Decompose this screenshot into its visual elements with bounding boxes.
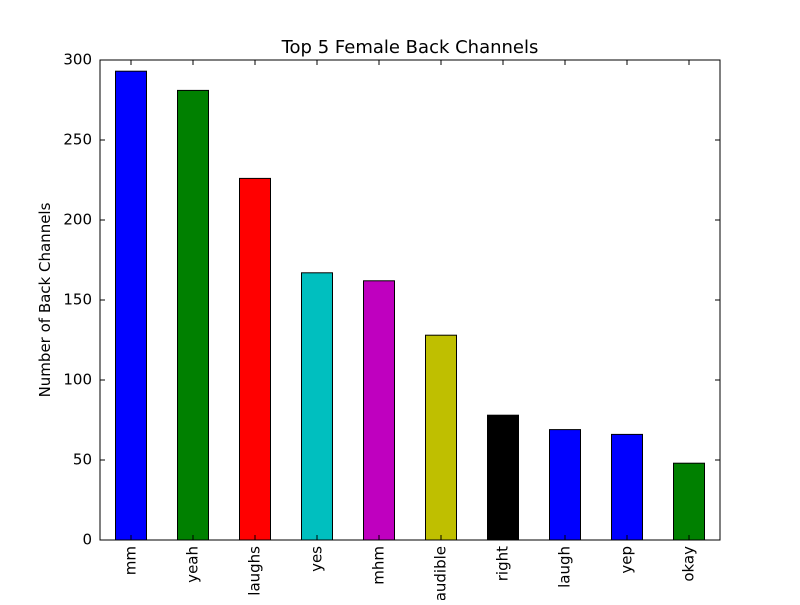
y-tick-group: 0 50 100 150 200 250 300 — [63, 51, 720, 549]
x-tick-group — [130, 60, 690, 540]
x-tick-label-right: right — [494, 546, 512, 581]
bar-laugh — [549, 429, 581, 540]
bar-group — [115, 70, 705, 540]
bar-okay — [673, 462, 705, 540]
x-tick-label-group: mm yeah laughs yes mhm inaudible right laugh yep… — [122, 546, 698, 600]
x-tick-label-yes: yes — [308, 546, 326, 572]
x-tick-label-yeah: yeah — [184, 546, 202, 583]
x-tick-label-yep: yep — [618, 546, 636, 574]
x-tick-label-laugh: laugh — [556, 546, 574, 588]
x-tick-label-mhm: mhm — [370, 546, 388, 585]
y-tick-label-200: 200 — [63, 211, 92, 229]
bar-yep — [611, 433, 643, 540]
bar-right — [487, 414, 519, 540]
bar-laughs — [239, 177, 271, 540]
y-tick-label-250: 250 — [63, 131, 92, 149]
bar-mm — [115, 70, 147, 540]
x-tick-label-okay: okay — [680, 546, 698, 582]
x-tick-label-mm: mm — [122, 546, 140, 575]
bar-inaudible — [425, 334, 457, 540]
y-tick-label-0: 0 — [82, 531, 92, 549]
x-tick-label-inaudible: inaudible — [432, 546, 450, 600]
y-axis-label: Number of Back Channels — [36, 202, 54, 397]
y-tick-label-100: 100 — [63, 371, 92, 389]
x-tick-label-laughs: laughs — [246, 546, 264, 596]
y-tick-label-300: 300 — [63, 51, 92, 69]
y-tick-label-50: 50 — [73, 451, 92, 469]
bar-mhm — [363, 280, 395, 540]
plot-frame — [99, 59, 721, 541]
chart-title: Top 5 Female Back Channels — [281, 37, 539, 58]
bar-yes — [301, 272, 333, 540]
bar-yeah — [177, 89, 209, 540]
y-tick-label-150: 150 — [63, 291, 92, 309]
